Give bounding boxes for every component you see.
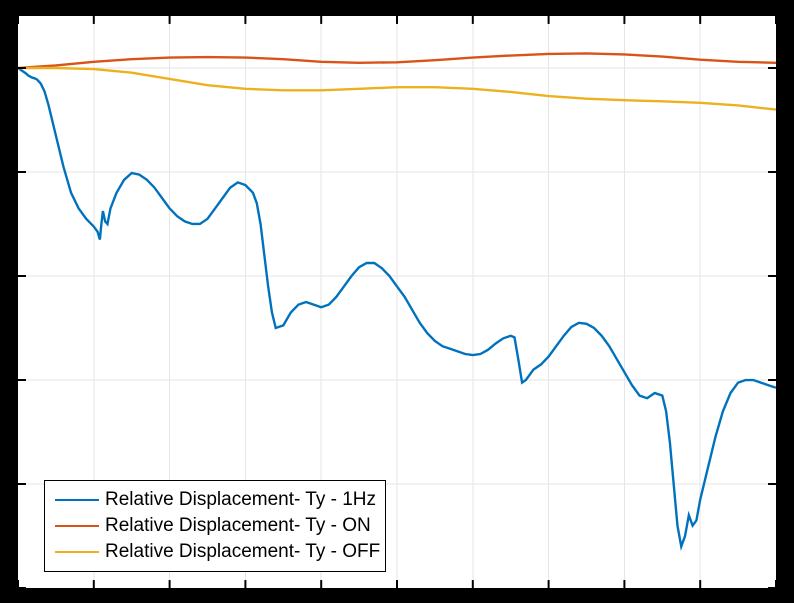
legend-swatch — [55, 499, 99, 501]
legend-label: Relative Displacement- Ty - ON — [105, 513, 371, 539]
chart-frame: Relative Displacement- Ty - 1HzRelative … — [16, 14, 778, 590]
legend-label: Relative Displacement- Ty - 1Hz — [105, 487, 376, 513]
legend-item-1: Relative Displacement- Ty - ON — [55, 513, 375, 539]
legend-item-2: Relative Displacement- Ty - OFF — [55, 539, 375, 565]
legend-label: Relative Displacement- Ty - OFF — [105, 539, 380, 565]
legend: Relative Displacement- Ty - 1HzRelative … — [44, 480, 386, 572]
legend-item-0: Relative Displacement- Ty - 1Hz — [55, 487, 375, 513]
legend-swatch — [55, 551, 99, 553]
legend-swatch — [55, 525, 99, 527]
